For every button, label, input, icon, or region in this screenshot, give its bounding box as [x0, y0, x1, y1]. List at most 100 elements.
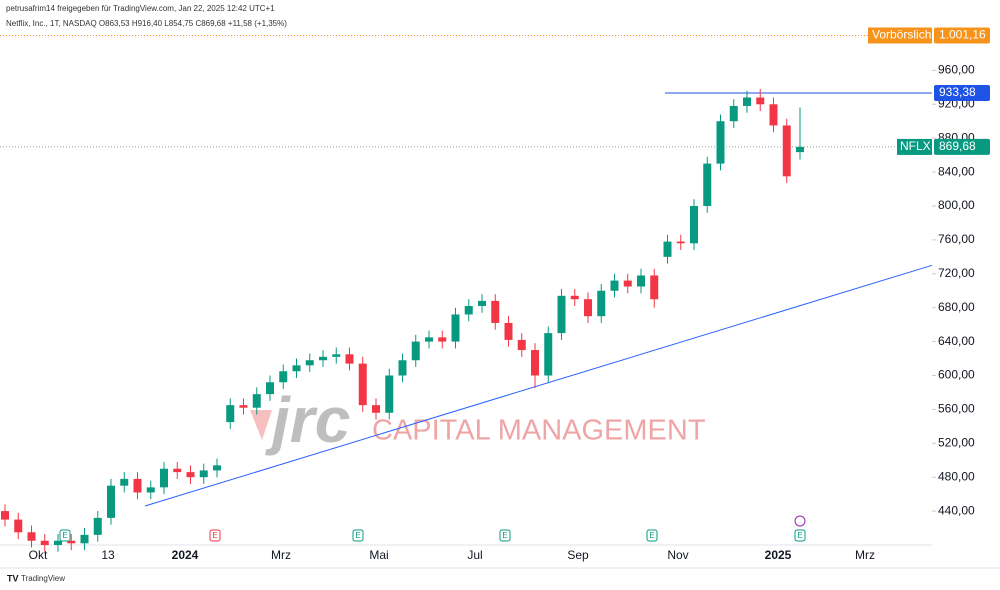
candle-body — [504, 322, 513, 340]
resistance-label: 933,38 — [939, 85, 976, 99]
candle-body — [531, 350, 539, 376]
candle-body — [146, 487, 155, 493]
candle-body — [464, 305, 473, 315]
y-tick-label: 680,00 — [938, 300, 975, 314]
candle-body — [40, 540, 49, 545]
candle-body — [226, 405, 235, 423]
candle-body — [319, 356, 327, 361]
candle-body — [703, 163, 712, 206]
candle-body — [186, 472, 195, 478]
resistance-bg — [934, 84, 990, 101]
candle-body — [650, 275, 659, 300]
footer-text: TradingView — [21, 574, 65, 583]
event-marker-label: E — [212, 531, 217, 540]
share-header: petrusafrim14 freigegeben für TradingVie… — [6, 4, 275, 13]
event-marker — [209, 529, 221, 542]
x-tick-label: 2025 — [765, 548, 792, 562]
event-marker-label: E — [62, 531, 67, 540]
event-marker — [352, 529, 364, 542]
candle-body — [385, 375, 394, 413]
candle-body — [584, 299, 592, 317]
y-tick-label: 800,00 — [938, 198, 975, 212]
watermark-logo: jrc — [265, 384, 350, 456]
last-price-tag-bg — [897, 138, 932, 155]
candle-body — [27, 532, 36, 541]
premarket-bg — [934, 27, 990, 44]
event-marker — [59, 529, 71, 542]
y-tick-label: 640,00 — [938, 334, 975, 348]
candle-body — [491, 300, 500, 323]
candle-body — [411, 341, 420, 361]
candle-body — [743, 97, 751, 106]
candle-body — [756, 97, 765, 105]
candle-body — [54, 540, 62, 545]
candle-body — [345, 354, 354, 364]
x-tick-label: Okt — [29, 548, 48, 562]
event-marker — [646, 529, 658, 542]
candle-body — [398, 360, 407, 376]
x-tick-label: Sep — [567, 548, 589, 562]
candle-body — [120, 478, 129, 486]
candle-body — [623, 280, 632, 287]
watermark-shape — [250, 410, 272, 440]
candle-body — [239, 405, 248, 408]
premarket-tag-bg — [868, 27, 932, 44]
candle-body — [279, 371, 288, 383]
candle-body — [252, 394, 261, 408]
candle-body — [93, 517, 102, 535]
candle-body — [425, 337, 433, 342]
y-tick-label: 440,00 — [938, 503, 975, 517]
candle-body — [597, 290, 606, 317]
candle-body — [729, 105, 738, 122]
trendline — [144, 264, 933, 507]
candle-body — [716, 121, 725, 164]
y-tick-label: 760,00 — [938, 232, 975, 246]
x-tick-label: Mrz — [271, 548, 291, 562]
event-marker-label: E — [797, 531, 802, 540]
candle-body — [305, 360, 314, 366]
candle-body — [358, 363, 367, 406]
candle-body — [213, 465, 221, 471]
candle-body — [544, 333, 553, 376]
y-tick-label: 520,00 — [938, 435, 975, 449]
candle-body — [570, 295, 579, 300]
candle-body — [663, 241, 672, 257]
y-tick-label: 560,00 — [938, 402, 975, 416]
y-tick-label: 480,00 — [938, 469, 975, 483]
event-marker — [794, 529, 806, 542]
candle-body — [478, 300, 486, 306]
y-tick-label: 720,00 — [938, 266, 975, 280]
candle-body — [1, 511, 9, 520]
candle-body — [610, 280, 619, 291]
last-price-tag: NFLX — [900, 139, 931, 153]
x-tick-label: Nov — [667, 548, 688, 562]
candle-body — [690, 205, 698, 244]
event-marker-label: E — [502, 531, 507, 540]
candle-body — [438, 337, 447, 342]
candle-body — [557, 295, 566, 334]
premarket-label: 1.001,16 — [939, 28, 986, 42]
candle-body — [266, 382, 274, 395]
event-marker-label: E — [649, 531, 654, 540]
event-marker — [499, 529, 511, 542]
ohlc-legend: Netflix, Inc., 1T, NASDAQ O863,53 H916,4… — [6, 19, 287, 28]
candle-body — [133, 478, 142, 493]
candle-body — [173, 468, 182, 473]
last-price-label: 869,68 — [939, 139, 976, 153]
candle-body — [451, 314, 460, 342]
candle-body — [517, 339, 526, 351]
event-marker-label: E — [355, 531, 360, 540]
candle-body — [292, 365, 301, 372]
candle-body — [782, 125, 791, 177]
candle-body — [67, 540, 76, 544]
watermark-text: CAPITAL MANAGEMENT — [372, 415, 706, 447]
candle-body — [676, 241, 685, 244]
x-tick-label: Mrz — [855, 548, 875, 562]
candle-body — [372, 405, 380, 413]
x-tick-label: 13 — [101, 548, 115, 562]
x-tick-label: 2024 — [172, 548, 199, 562]
y-tick-label: 960,00 — [938, 63, 975, 77]
candle-body — [107, 485, 115, 518]
